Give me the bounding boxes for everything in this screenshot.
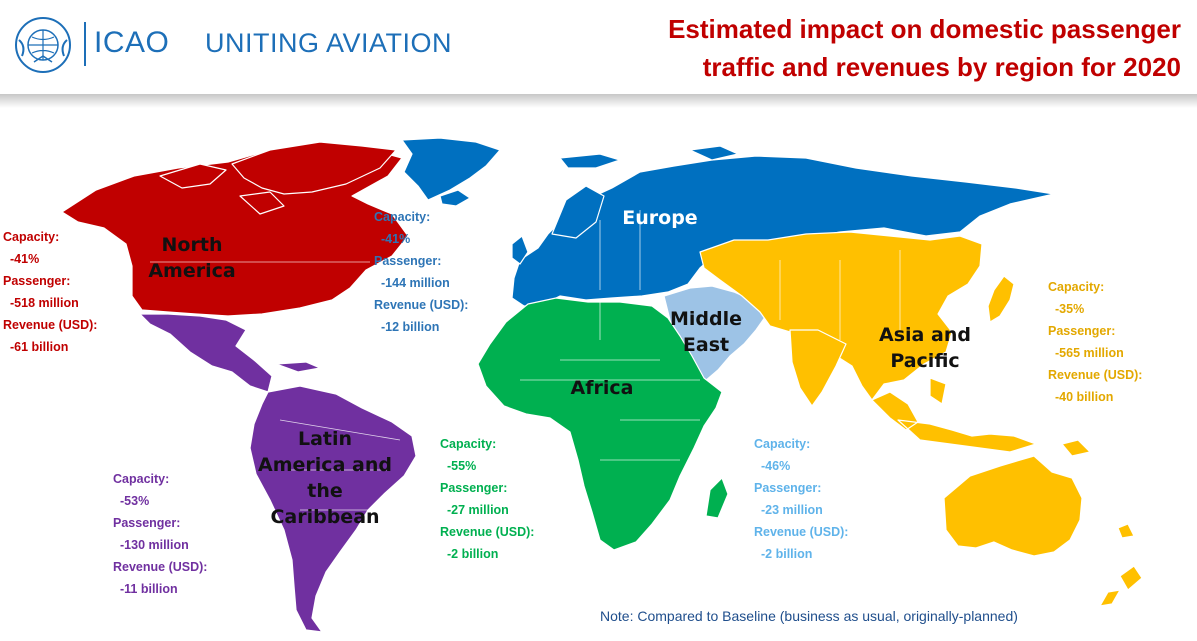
- stats-middle-east: Capacity: -46% Passenger: -23 million Re…: [754, 433, 848, 565]
- revenue-value: -61 billion: [10, 340, 69, 354]
- region-label-asia-pacific: Asia and Pacific: [879, 324, 971, 372]
- passenger-value: -144 million: [381, 276, 450, 290]
- revenue-label: Revenue (USD):: [374, 298, 469, 312]
- region-india: [789, 329, 847, 407]
- region-iceland: [439, 189, 471, 207]
- stats-north-america: Capacity: -41% Passenger: -518 million R…: [3, 226, 97, 358]
- region-europe-north: [401, 137, 501, 201]
- capacity-value: -46%: [761, 459, 791, 473]
- capacity-value: -53%: [120, 494, 150, 508]
- stats-europe: Capacity: -41% Passenger: -144 million R…: [374, 206, 468, 338]
- world-map: [61, 137, 1143, 633]
- icao-emblem-icon: [15, 17, 71, 73]
- capacity-label: Capacity:: [374, 210, 431, 224]
- capacity-value: -55%: [447, 459, 477, 473]
- logo-acronym: ICAO: [94, 26, 170, 59]
- passenger-value: -130 million: [120, 538, 189, 552]
- capacity-label: Capacity:: [440, 437, 497, 451]
- passenger-label: Passenger:: [3, 274, 71, 288]
- passenger-label: Passenger:: [1048, 324, 1116, 338]
- capacity-label: Capacity:: [3, 230, 60, 244]
- region-novaya-zemlya: [559, 145, 739, 169]
- stats-africa: Capacity: -55% Passenger: -27 million Re…: [440, 433, 534, 565]
- passenger-label: Passenger:: [113, 516, 181, 530]
- region-new-zealand: [1099, 565, 1143, 607]
- passenger-value: -23 million: [761, 503, 823, 517]
- passenger-label: Passenger:: [754, 481, 822, 495]
- logo-tagline: UNITING AVIATION: [205, 28, 453, 58]
- revenue-label: Revenue (USD):: [113, 560, 208, 574]
- revenue-label: Revenue (USD):: [754, 525, 849, 539]
- region-africa: [477, 297, 723, 551]
- region-south-america: [249, 385, 417, 633]
- revenue-value: -40 billion: [1055, 390, 1114, 404]
- header-shadow: [0, 94, 1197, 108]
- region-canada-islands: [159, 163, 285, 215]
- region-pacific-islands: [1061, 439, 1135, 539]
- title-line-2: traffic and revenues by region for 2020: [702, 52, 1181, 82]
- region-label-middle-east: Middle East: [669, 308, 743, 356]
- passenger-label: Passenger:: [374, 254, 442, 268]
- stats-latin-america: Capacity: -53% Passenger: -130 million R…: [113, 468, 207, 600]
- region-southeast-asia: [871, 377, 1037, 453]
- logo-divider: [84, 22, 86, 66]
- region-japan: [987, 275, 1015, 323]
- passenger-value: -518 million: [10, 296, 79, 310]
- region-australia: [943, 455, 1083, 557]
- capacity-value: -41%: [381, 232, 411, 246]
- title-line-1: Estimated impact on domestic passenger: [668, 14, 1181, 44]
- revenue-value: -2 billion: [761, 547, 813, 561]
- region-label-europe: Europe: [622, 207, 698, 229]
- revenue-label: Revenue (USD):: [1048, 368, 1143, 382]
- revenue-value: -12 billion: [381, 320, 440, 334]
- region-caribbean: [275, 361, 321, 373]
- revenue-value: -11 billion: [120, 582, 178, 596]
- region-central-america: [139, 313, 273, 393]
- page-title: Estimated impact on domestic passenger t…: [541, 10, 1181, 86]
- footnote: Note: Compared to Baseline (business as …: [600, 608, 1018, 624]
- region-label-africa: Africa: [570, 377, 634, 399]
- region-label-latin-america: Latin America and the Caribbean: [258, 428, 392, 528]
- region-scandinavia: [551, 185, 605, 239]
- stats-asia-pacific: Capacity: -35% Passenger: -565 million R…: [1048, 276, 1142, 408]
- passenger-label: Passenger:: [440, 481, 508, 495]
- capacity-value: -35%: [1055, 302, 1085, 316]
- region-uk: [511, 235, 529, 265]
- region-label-north-america: North America: [148, 234, 236, 282]
- region-madagascar: [705, 477, 729, 519]
- region-greenland: [231, 141, 397, 195]
- revenue-value: -2 billion: [447, 547, 499, 561]
- revenue-label: Revenue (USD):: [440, 525, 535, 539]
- passenger-value: -27 million: [447, 503, 509, 517]
- header-bar: ICAO UNITING AVIATION Estimated impact o…: [0, 0, 1197, 96]
- passenger-value: -565 million: [1055, 346, 1124, 360]
- capacity-label: Capacity:: [1048, 280, 1105, 294]
- capacity-value: -41%: [10, 252, 40, 266]
- region-asia: [699, 231, 983, 401]
- capacity-label: Capacity:: [754, 437, 811, 451]
- capacity-label: Capacity:: [113, 472, 170, 486]
- revenue-label: Revenue (USD):: [3, 318, 98, 332]
